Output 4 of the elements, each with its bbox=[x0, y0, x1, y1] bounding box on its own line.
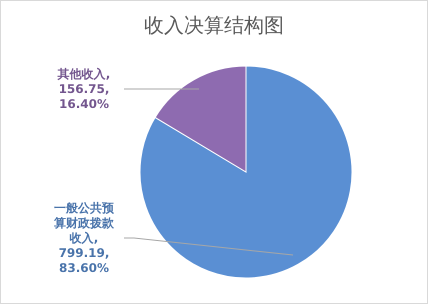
slice-label: 其他收入, 156.75, 16.40% bbox=[56, 67, 110, 111]
pie-slice bbox=[140, 66, 352, 278]
chart-title: 收入决算结构图 bbox=[144, 13, 284, 37]
slice-label: 一般公共预算财政拨款收入, 799.19, 83.60% bbox=[53, 201, 115, 275]
